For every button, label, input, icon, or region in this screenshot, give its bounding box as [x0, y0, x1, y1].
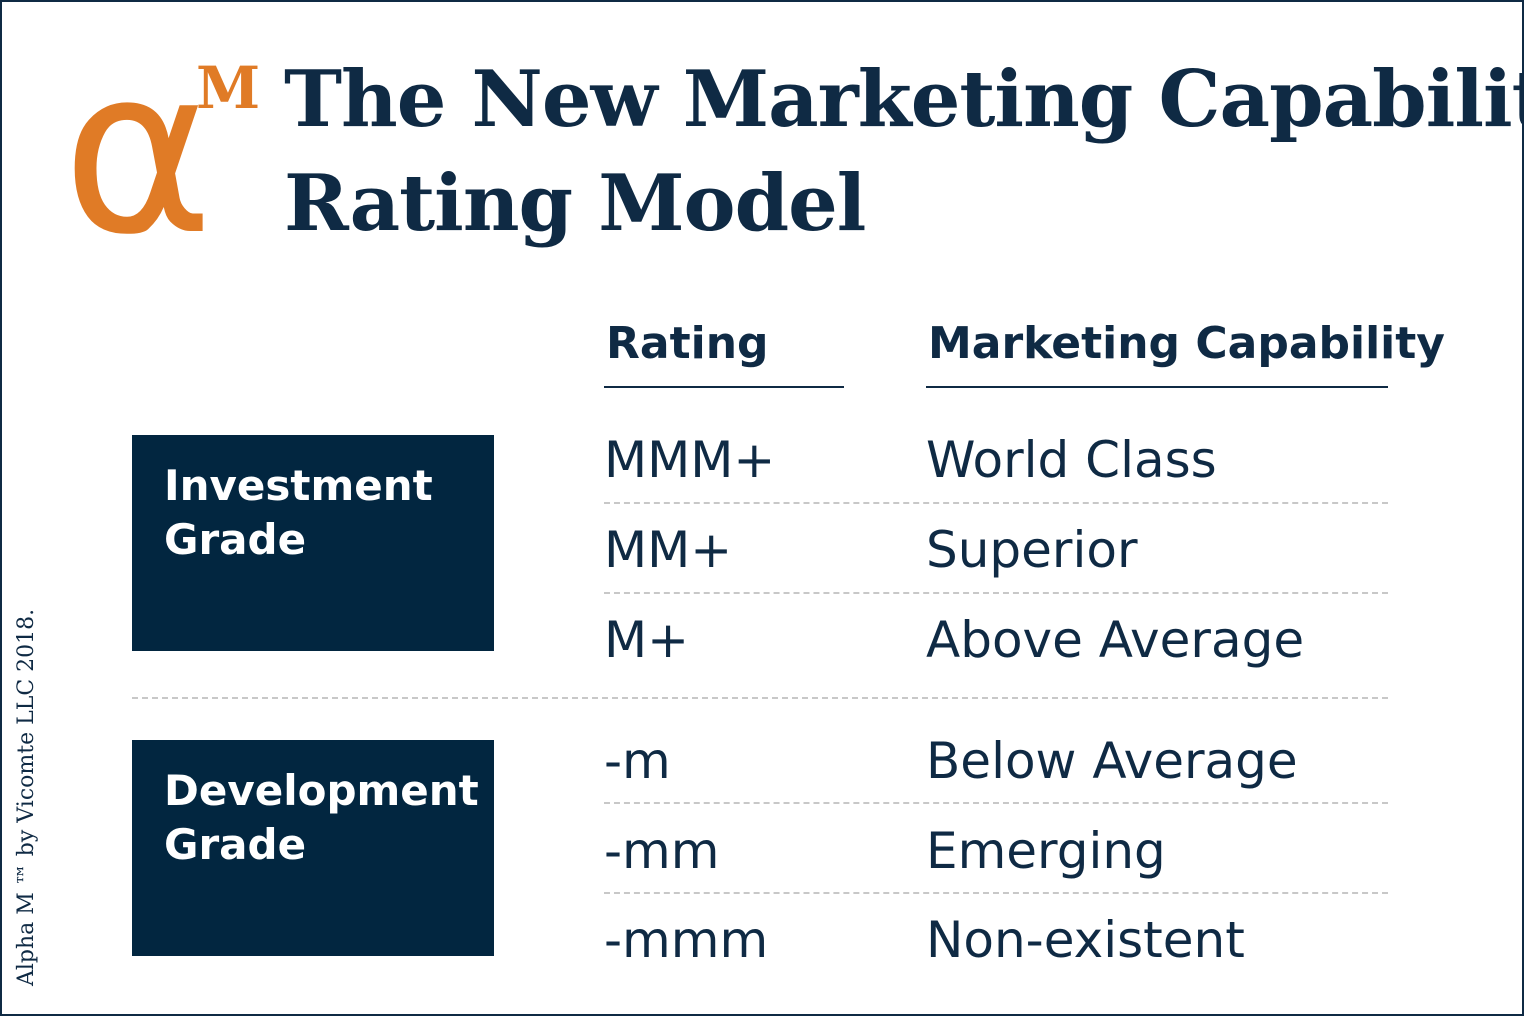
page-title: The New Marketing Capability Rating Mode… [284, 48, 1524, 256]
capability-cell-world-class: World Class [926, 431, 1217, 489]
title-line-2: Rating Model [284, 158, 866, 249]
row-divider [604, 592, 1388, 594]
capability-cell-above-average: Above Average [926, 611, 1305, 669]
row-divider [604, 892, 1388, 894]
rating-cell-minus-m: -m [604, 732, 671, 790]
capability-cell-superior: Superior [926, 521, 1138, 579]
title-line-1: The New Marketing Capability [284, 54, 1524, 145]
investment-grade-label-1: Investment [164, 461, 433, 510]
rating-column-header: Rating [606, 318, 769, 369]
development-grade-label-1: Development [164, 766, 479, 815]
copyright-notice: Alpha M ™ by Vicomte LLC 2018. [14, 608, 39, 986]
rating-header-rule [604, 386, 844, 388]
rating-cell-minus-mmm: -mmm [604, 911, 769, 969]
alpha-logo: α [62, 19, 214, 286]
development-grade-label-2: Grade [164, 820, 307, 869]
rating-cell-mm-plus: MM+ [604, 521, 733, 579]
row-divider [604, 802, 1388, 804]
section-divider [132, 697, 1388, 699]
investment-grade-box: Investment Grade [132, 435, 494, 651]
capability-cell-non-existent: Non-existent [926, 911, 1245, 969]
capability-header-rule [926, 386, 1388, 388]
capability-cell-emerging: Emerging [926, 822, 1166, 880]
rating-cell-m-plus: M+ [604, 611, 690, 669]
investment-grade-label-2: Grade [164, 515, 307, 564]
capability-column-header: Marketing Capability [928, 318, 1445, 369]
capability-cell-below-average: Below Average [926, 732, 1298, 790]
rating-cell-mmm-plus: MMM+ [604, 431, 776, 489]
row-divider [604, 502, 1388, 504]
logo-superscript: M [196, 54, 261, 122]
rating-cell-minus-mm: -mm [604, 822, 720, 880]
development-grade-box: Development Grade [132, 740, 494, 956]
